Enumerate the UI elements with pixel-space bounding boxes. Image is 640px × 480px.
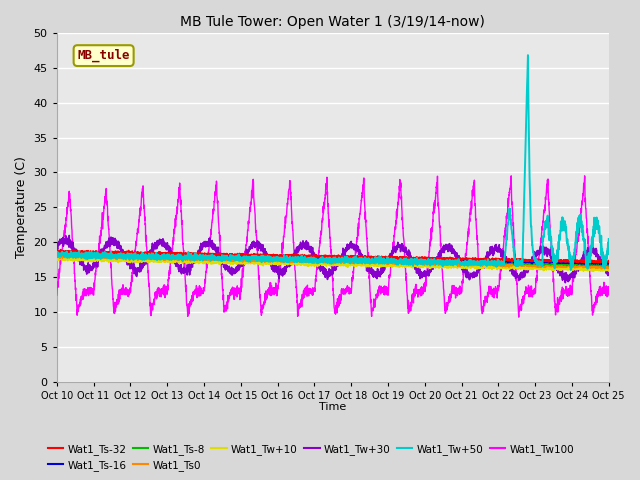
Line: Wat1_Tw+50: Wat1_Tw+50 [57, 55, 609, 270]
Wat1_Tw100 [289, 219, 296, 225]
Wat1_Ts-16 [148, 252, 156, 257]
Wat1_Ts-32 [535, 258, 543, 264]
Wat1_Ts-16 [598, 262, 606, 267]
Wat1_Tw+50 [595, 224, 602, 229]
Wat1_Tw+10 [588, 268, 596, 274]
Y-axis label: Temperature (C): Temperature (C) [15, 156, 28, 258]
Wat1_Tw+30 [561, 280, 569, 286]
Wat1_Ts0 [598, 266, 605, 272]
Line: Wat1_Ts-8: Wat1_Ts-8 [57, 253, 609, 266]
Wat1_Tw+50 [53, 254, 61, 260]
Wat1_Tw+10 [535, 265, 543, 271]
Title: MB Tule Tower: Open Water 1 (3/19/14-now): MB Tule Tower: Open Water 1 (3/19/14-now… [180, 15, 485, 29]
Wat1_Ts-32 [53, 249, 61, 254]
Wat1_Tw100 [605, 291, 612, 297]
Wat1_Tw+30 [605, 272, 612, 277]
Wat1_Tw100 [515, 314, 523, 320]
Wat1_Tw+50 [567, 267, 575, 273]
Wat1_Tw+30 [595, 252, 602, 258]
Wat1_Tw100 [148, 305, 156, 311]
Wat1_Ts-16 [594, 260, 602, 266]
Wat1_Tw100 [595, 294, 602, 300]
Wat1_Ts-32 [594, 259, 602, 265]
Wat1_Ts-8 [265, 256, 273, 262]
Wat1_Ts-16 [116, 252, 124, 257]
Wat1_Tw+10 [595, 266, 602, 272]
Text: MB_tule: MB_tule [77, 49, 130, 62]
Wat1_Tw+30 [289, 255, 296, 261]
Wat1_Ts0 [148, 256, 156, 262]
Line: Wat1_Tw+10: Wat1_Tw+10 [57, 256, 609, 271]
Wat1_Ts-16 [63, 249, 71, 254]
Wat1_Tw+50 [524, 52, 532, 58]
Line: Wat1_Tw+30: Wat1_Tw+30 [57, 236, 609, 283]
Legend: Wat1_Ts-32, Wat1_Ts-16, Wat1_Ts-8, Wat1_Ts0, Wat1_Tw+10, Wat1_Tw+30, Wat1_Tw+50,: Wat1_Ts-32, Wat1_Ts-16, Wat1_Ts-8, Wat1_… [44, 439, 578, 475]
Wat1_Ts-32 [605, 258, 612, 264]
Wat1_Ts-16 [535, 259, 543, 265]
Wat1_Ts-8 [289, 256, 296, 262]
Wat1_Tw+30 [535, 250, 543, 256]
Wat1_Tw+50 [289, 257, 296, 263]
Wat1_Tw+30 [65, 233, 73, 239]
Wat1_Ts-32 [289, 253, 296, 259]
Wat1_Ts-32 [57, 247, 65, 252]
Wat1_Ts-8 [74, 250, 81, 256]
Wat1_Ts-16 [53, 250, 61, 255]
Wat1_Tw+30 [53, 241, 61, 247]
Wat1_Ts-32 [595, 260, 602, 266]
Wat1_Tw+50 [148, 254, 156, 260]
Wat1_Tw+10 [289, 260, 296, 266]
Wat1_Ts-16 [289, 255, 296, 261]
Wat1_Ts0 [116, 254, 124, 260]
Wat1_Ts0 [53, 251, 61, 257]
Line: Wat1_Ts0: Wat1_Ts0 [57, 254, 609, 269]
Wat1_Tw+30 [265, 258, 273, 264]
Wat1_Ts0 [534, 263, 542, 269]
Wat1_Tw100 [116, 295, 124, 301]
Wat1_Tw+30 [116, 244, 124, 250]
Line: Wat1_Ts-32: Wat1_Ts-32 [57, 250, 609, 263]
Wat1_Tw+10 [116, 258, 124, 264]
Wat1_Ts0 [594, 263, 602, 269]
Wat1_Ts-8 [116, 252, 124, 258]
Wat1_Tw100 [580, 173, 588, 179]
Wat1_Tw+30 [148, 247, 156, 253]
Wat1_Tw100 [53, 292, 61, 298]
Wat1_Ts-8 [594, 263, 602, 268]
Wat1_Ts-8 [605, 263, 612, 269]
Wat1_Ts-8 [148, 253, 156, 259]
Wat1_Tw+10 [605, 268, 612, 274]
Wat1_Tw100 [535, 264, 543, 269]
Line: Wat1_Tw100: Wat1_Tw100 [57, 176, 609, 317]
Wat1_Ts0 [264, 257, 272, 263]
Wat1_Ts-16 [605, 260, 612, 266]
Wat1_Ts0 [289, 259, 296, 264]
Wat1_Tw+50 [605, 236, 612, 242]
Line: Wat1_Ts-16: Wat1_Ts-16 [57, 252, 609, 264]
Wat1_Ts-8 [605, 262, 612, 268]
Wat1_Ts-8 [535, 260, 543, 266]
X-axis label: Time: Time [319, 402, 346, 412]
Wat1_Tw+10 [148, 258, 156, 264]
Wat1_Ts-16 [265, 254, 273, 260]
Wat1_Ts-32 [148, 252, 156, 258]
Wat1_Ts-8 [53, 251, 61, 256]
Wat1_Tw+10 [53, 255, 61, 261]
Wat1_Tw+10 [92, 253, 100, 259]
Wat1_Ts-32 [265, 252, 273, 258]
Wat1_Ts-32 [116, 249, 124, 254]
Wat1_Tw+10 [265, 260, 273, 266]
Wat1_Ts0 [605, 265, 612, 271]
Wat1_Tw+50 [535, 260, 543, 266]
Wat1_Tw100 [264, 290, 272, 296]
Wat1_Tw+50 [264, 255, 272, 261]
Wat1_Tw+50 [116, 252, 124, 257]
